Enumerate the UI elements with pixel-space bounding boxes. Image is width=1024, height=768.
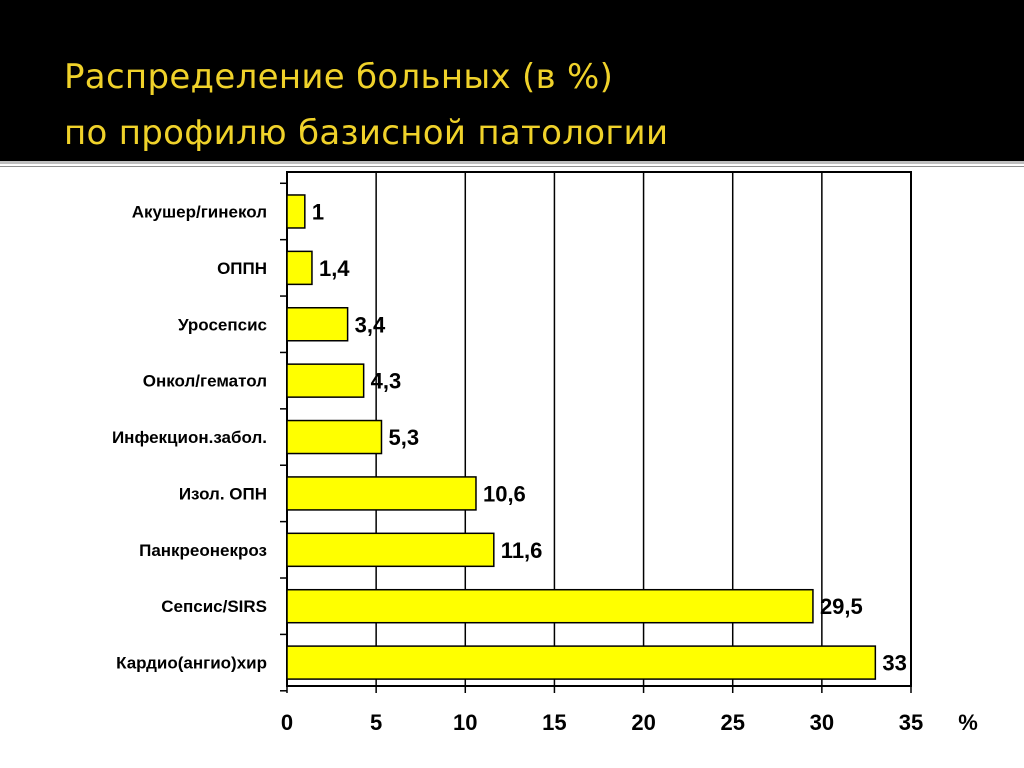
bar (286, 194, 306, 229)
bar (286, 588, 814, 624)
category-label: Кардио(ангио)хир (116, 654, 267, 673)
title-line-1: Распределение больных (в %) (64, 57, 614, 97)
x-tick-label: 30 (810, 710, 834, 735)
value-label: 5,3 (388, 425, 419, 450)
bar (286, 532, 495, 568)
value-label: 11,6 (501, 538, 543, 563)
x-tick-label: 15 (542, 710, 566, 735)
x-tick-label: 20 (631, 710, 655, 735)
bar (286, 476, 477, 511)
x-tick-label: 5 (370, 710, 382, 735)
bar (286, 419, 383, 455)
title-line-2: по профилю базисной патологии (64, 113, 669, 153)
value-label: 4,3 (371, 369, 402, 394)
x-tick-label: 0 (281, 710, 293, 735)
category-label: ОППН (217, 259, 267, 278)
value-label: 10,6 (483, 481, 526, 506)
title-band (0, 0, 1024, 161)
value-label: 3,4 (355, 312, 386, 337)
category-label: Онкол/гематол (143, 372, 267, 391)
x-tick-label: 10 (453, 710, 477, 735)
separator-line (0, 161, 1024, 164)
category-label: Акушер/гинекол (132, 202, 267, 221)
x-tick-label: 35 (899, 710, 923, 735)
bar (286, 645, 877, 680)
category-label: Инфекцион.забол. (112, 428, 267, 447)
bar (286, 307, 349, 342)
category-label: Панкреонекроз (139, 541, 267, 560)
bar (286, 363, 365, 398)
separator-line-thin (0, 166, 1024, 167)
category-label: Изол. ОПН (179, 484, 267, 503)
category-label: Сепсис/SIRS (161, 597, 267, 616)
value-label: 29,5 (820, 594, 863, 619)
bar (286, 250, 313, 286)
slide-title: Распределение больных (в %) по профилю б… (64, 49, 668, 161)
value-label: 1 (312, 199, 324, 224)
x-tick-label: 25 (720, 710, 744, 735)
x-unit-label: % (958, 710, 978, 735)
value-label: 33 (882, 651, 906, 676)
value-label: 1,4 (319, 256, 350, 281)
category-label: Уросепсис (178, 315, 267, 334)
